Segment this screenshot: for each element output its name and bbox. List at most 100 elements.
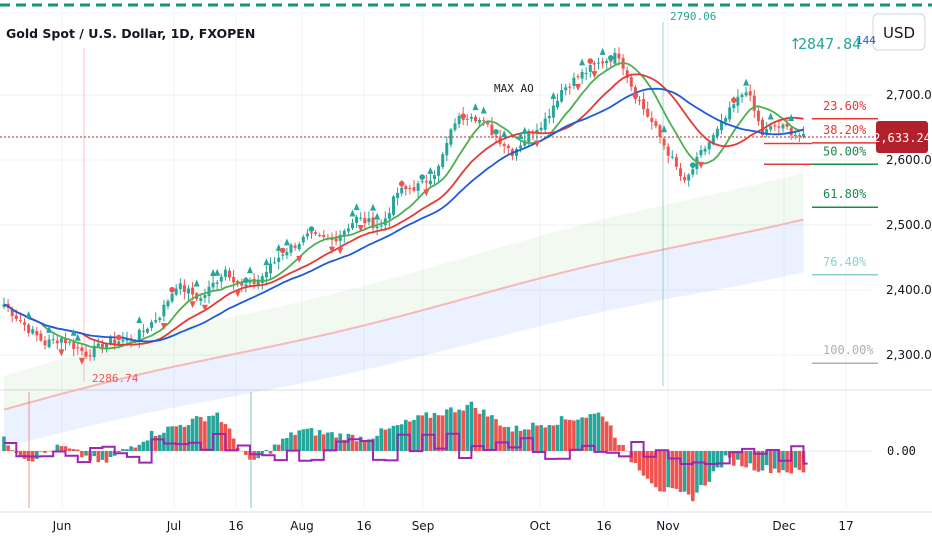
oscillator-bar	[424, 412, 429, 451]
candle-body	[117, 341, 121, 346]
y-tick-label: 2,400.00	[886, 283, 932, 297]
oscillator-bar	[445, 409, 449, 451]
oscillator-bar	[399, 424, 404, 451]
oscillator-bar	[297, 430, 301, 451]
signal-dot	[169, 286, 175, 293]
buy-arrow-icon	[25, 311, 32, 319]
candle-body	[23, 322, 26, 325]
candle-body	[338, 234, 342, 241]
x-axis: Jun Jul 16 Aug 16 Sep Oct 16 Nov Dec 17	[52, 519, 854, 533]
oscillator-bar	[260, 451, 265, 454]
oscillator-bar	[473, 407, 478, 451]
oscillator-bar	[416, 415, 420, 451]
currency-button[interactable]: USD	[872, 13, 926, 51]
candle-body	[359, 217, 363, 219]
candle-body	[457, 116, 461, 125]
oscillator-bar	[35, 451, 39, 459]
x-tick-label: 16	[596, 519, 611, 533]
oscillator-bar	[190, 418, 195, 451]
oscillator-bar	[641, 451, 646, 476]
buy-arrow-icon	[599, 47, 606, 55]
candle-body	[297, 243, 301, 250]
candle-body	[285, 252, 289, 256]
sell-arrow-icon	[534, 140, 540, 148]
oscillator-bar	[662, 451, 666, 492]
oscillator-bar	[272, 444, 277, 451]
oscillator-bar	[39, 451, 43, 452]
buy-arrow-icon	[210, 269, 217, 277]
candle-body	[773, 125, 777, 127]
candle-body	[170, 293, 174, 302]
oscillator-pane	[2, 401, 808, 502]
oscillator-bar	[650, 451, 654, 484]
oscillator-bar	[617, 444, 621, 451]
candle-body	[568, 86, 572, 88]
buy-arrow-icon	[247, 266, 253, 274]
candle-body	[236, 280, 240, 284]
oscillator-bar	[678, 451, 683, 492]
candle-body	[687, 174, 691, 181]
buy-arrow-icon	[70, 328, 77, 336]
candle-body	[490, 124, 494, 135]
oscillator-bar	[744, 451, 748, 468]
oscillator-bar	[252, 451, 256, 460]
oscillator-bar	[760, 451, 765, 471]
candle-body	[539, 127, 543, 131]
oscillator-bar	[535, 425, 539, 451]
moving-average-lines	[3, 62, 804, 350]
candle-body	[310, 232, 313, 234]
oscillator-bar	[174, 426, 178, 451]
candle-body	[691, 169, 695, 175]
oscillator-bar	[350, 434, 355, 451]
oscillator-bar	[432, 413, 437, 451]
oscillator-bar	[199, 417, 203, 451]
oscillator-bar	[695, 451, 699, 493]
signal-dot	[690, 162, 696, 168]
candle-body	[109, 337, 113, 345]
x-tick-label: 16	[228, 519, 243, 533]
oscillator-bar	[18, 451, 23, 457]
candle-body	[543, 118, 547, 130]
oscillator-bar	[84, 451, 88, 456]
oscillator-bar	[576, 419, 580, 451]
candle-body	[638, 100, 641, 102]
oscillator-bar	[777, 451, 781, 473]
oscillator-bar	[596, 412, 601, 451]
candle-body	[137, 329, 141, 342]
candle-body	[88, 355, 92, 357]
oscillator-bar	[117, 451, 121, 453]
oscillator-bar	[76, 449, 80, 451]
candle-body	[293, 245, 297, 248]
candle-body	[244, 284, 248, 287]
oscillator-bar	[375, 435, 379, 451]
candle-body	[605, 60, 609, 64]
oscillator-bar	[108, 451, 113, 458]
oscillator-bar	[453, 412, 457, 451]
candle-body	[154, 320, 158, 323]
oscillator-bar	[666, 451, 670, 488]
oscillator-bar	[707, 451, 711, 482]
oscillator-bar	[322, 434, 326, 451]
fib-label: 38.20%	[823, 123, 867, 137]
candle-body	[592, 63, 596, 65]
oscillator-bar	[145, 440, 150, 451]
oscillator-bar	[203, 421, 207, 451]
candle-body	[277, 257, 281, 262]
candle-body	[674, 157, 678, 167]
candle-body	[551, 105, 555, 118]
oscillator-bar	[465, 404, 470, 451]
candle-body	[396, 192, 400, 198]
signal-dot	[632, 92, 639, 99]
candle-body	[392, 196, 395, 215]
candle-body	[478, 120, 482, 123]
buy-arrow-icon	[46, 325, 53, 333]
oscillator-bar	[588, 414, 593, 451]
long-ma-line	[3, 218, 804, 411]
candle-body	[96, 343, 100, 347]
oscillator-bar	[326, 432, 330, 451]
x-tick-label: Aug	[290, 519, 313, 533]
candle-body	[18, 320, 22, 322]
oscillator-bar	[276, 444, 281, 451]
oscillator-bar	[477, 413, 482, 451]
candle-body	[715, 128, 719, 137]
